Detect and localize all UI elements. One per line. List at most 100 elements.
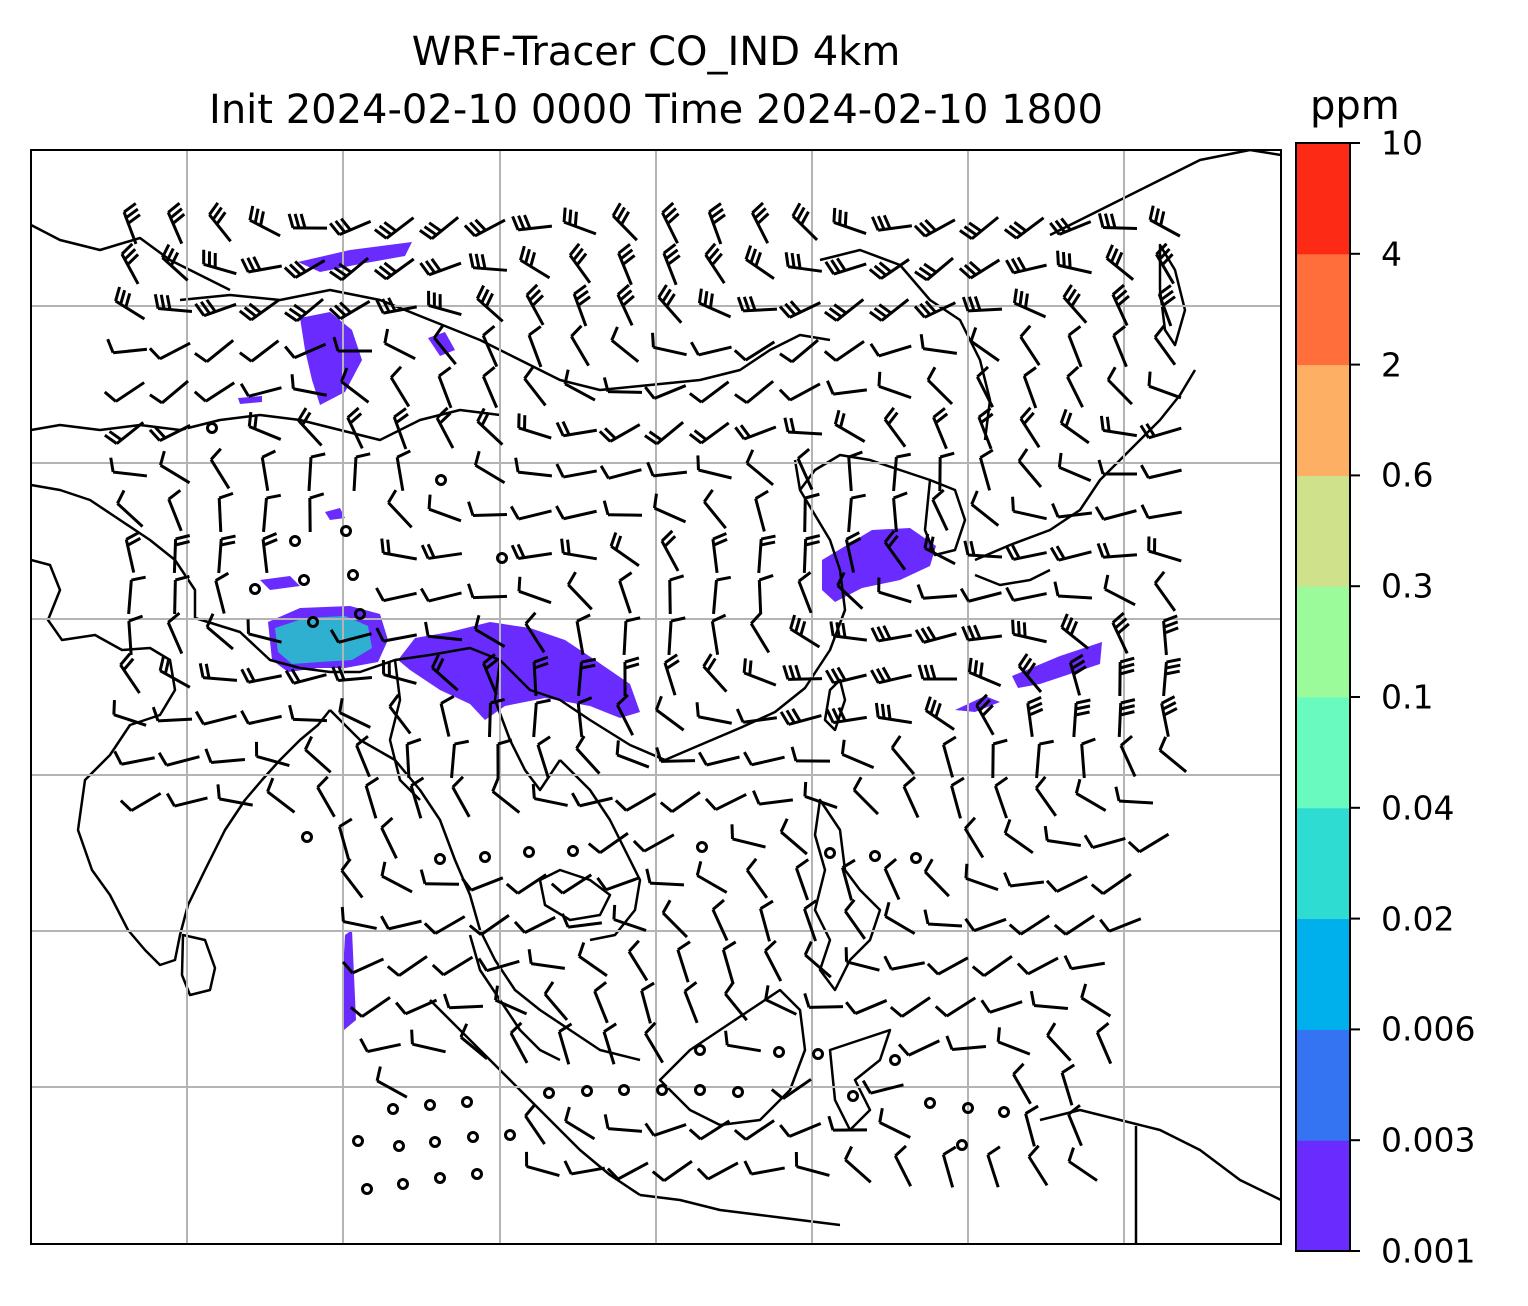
colorbar-tick-label: 0.6	[1381, 455, 1434, 495]
wind-barb	[575, 613, 591, 656]
wind-barb	[157, 751, 200, 767]
wind-barb	[980, 999, 1023, 1014]
wind-barb	[757, 534, 776, 574]
wind-barb	[663, 653, 680, 696]
wind-barb	[703, 489, 727, 530]
wind-barb	[204, 748, 246, 764]
wind-barb	[932, 407, 949, 450]
plume-north-patch	[300, 312, 362, 405]
wind-barb	[527, 949, 566, 970]
wind-barb	[375, 587, 417, 603]
wind-barb	[550, 873, 593, 895]
wind-barb	[803, 899, 818, 942]
wind-barb	[874, 702, 913, 725]
wind-barb	[833, 409, 866, 443]
wind-barb	[651, 332, 687, 357]
wind-barb	[113, 750, 155, 766]
wind-barb	[744, 245, 775, 280]
plume-china-east	[822, 528, 936, 602]
wind-barb	[505, 873, 547, 895]
wind-barb	[963, 540, 1003, 559]
wind-barb	[934, 996, 977, 1018]
wind-barb	[467, 501, 508, 518]
wind-barb	[1155, 242, 1175, 285]
wind-barb	[783, 417, 823, 436]
wind-barb	[790, 746, 831, 763]
wind-barb	[610, 326, 640, 363]
wind-barb	[1080, 737, 1096, 779]
wind-barb	[1099, 917, 1142, 933]
wind-barb	[627, 939, 649, 982]
wind-barbs	[103, 201, 1188, 1195]
wind-barb	[194, 339, 235, 363]
calm-wind-circle	[543, 1087, 555, 1099]
wind-barb	[217, 534, 236, 574]
wind-barb	[1140, 464, 1182, 480]
wind-barb	[566, 571, 593, 611]
himalaya-border	[194, 616, 501, 674]
wind-barb	[841, 858, 856, 901]
wind-barb	[825, 706, 868, 725]
wind-barb	[975, 365, 995, 408]
wind-barb	[477, 957, 520, 973]
colorbar-tick-label: 0.04	[1381, 788, 1455, 828]
wind-barb	[961, 295, 1003, 313]
wind-barb	[1017, 653, 1043, 693]
wind-barb	[557, 1022, 573, 1065]
wind-barb	[577, 657, 597, 697]
wind-barb	[405, 737, 422, 779]
wind-barb	[757, 574, 774, 615]
wind-barb	[1097, 213, 1138, 230]
wind-barb	[1083, 834, 1126, 850]
wind-barb	[524, 611, 546, 654]
wind-barb	[308, 492, 325, 533]
wind-barb	[564, 1106, 596, 1141]
map-frame	[30, 149, 1282, 1245]
calm-wind-circle	[496, 552, 508, 564]
wind-barb	[923, 858, 950, 898]
wind-barb	[632, 833, 675, 853]
wind-barb	[697, 288, 732, 319]
wind-barb	[424, 621, 463, 642]
wind-barb	[764, 985, 797, 1016]
calm-wind-circle	[847, 1090, 859, 1102]
wind-barb	[562, 207, 597, 236]
wind-barb	[283, 259, 326, 279]
wind-barb	[721, 940, 737, 983]
colorbar-segment	[1296, 807, 1350, 920]
wind-barb	[1111, 611, 1130, 655]
calm-wind-circle	[869, 850, 881, 862]
wind-barb	[784, 252, 823, 273]
wind-barb	[1049, 217, 1092, 236]
wind-barb	[945, 1035, 987, 1052]
wind-barb	[827, 1115, 868, 1132]
wind-barb	[1022, 366, 1038, 409]
wind-barb	[606, 1161, 649, 1181]
malay-peninsula	[468, 934, 561, 1062]
wind-barb	[661, 201, 680, 244]
wind-barb	[167, 489, 183, 532]
wind-barb	[158, 656, 191, 689]
wind-barb	[568, 242, 592, 284]
wind-barb	[986, 1145, 1001, 1188]
wind-barb	[878, 1107, 911, 1139]
wind-barb	[166, 611, 184, 655]
wind-barb	[1016, 956, 1059, 976]
wind-barb	[926, 366, 954, 406]
wind-barb	[964, 863, 999, 892]
colorbar-segment	[1296, 143, 1350, 255]
wind-barb	[475, 284, 504, 323]
wind-barb	[1057, 452, 1092, 482]
wind-barb	[593, 981, 609, 1024]
colorbar-frame	[1295, 142, 1351, 1252]
wind-barb	[561, 913, 603, 929]
wind-barb	[623, 656, 640, 697]
wind-barb	[661, 899, 689, 939]
wind-barb	[923, 533, 956, 566]
wind-barb	[802, 534, 821, 574]
wind-barb	[599, 465, 642, 480]
wind-barb	[380, 861, 413, 894]
wind-barb	[1140, 504, 1183, 520]
wind-barb	[913, 218, 956, 238]
calm-wind-circle	[298, 574, 310, 586]
